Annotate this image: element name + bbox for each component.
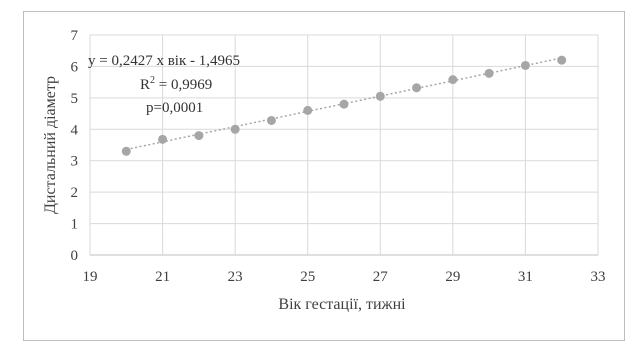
data-point xyxy=(158,134,168,144)
data-point xyxy=(121,146,131,156)
data-point xyxy=(557,55,567,65)
r-squared-label: R2 = 0,9969 xyxy=(140,75,212,93)
x-tick-label: 31 xyxy=(518,269,533,285)
x-tick-label: 19 xyxy=(83,269,98,285)
data-point xyxy=(194,131,204,141)
r-squared-value: = 0,9969 xyxy=(155,77,212,93)
y-tick-label: 5 xyxy=(71,91,79,107)
y-axis-title: Дистальний діаметр xyxy=(42,76,59,214)
y-tick-label: 1 xyxy=(71,217,79,233)
r-squared-base: R xyxy=(140,77,150,93)
data-point xyxy=(375,91,385,101)
data-point xyxy=(520,60,530,70)
y-tick-label: 3 xyxy=(71,154,79,170)
y-tick-label: 6 xyxy=(71,59,79,75)
x-tick-label: 21 xyxy=(155,269,170,285)
data-point xyxy=(448,75,458,85)
p-value-label: p=0,0001 xyxy=(146,100,203,116)
x-tick-label: 27 xyxy=(373,269,389,285)
y-tick-label: 2 xyxy=(71,185,79,201)
x-tick-label: 33 xyxy=(591,269,606,285)
x-axis-title: Вік гестації, тижні xyxy=(278,296,406,313)
r-squared-exponent: 2 xyxy=(150,75,155,86)
data-point xyxy=(303,105,313,115)
x-tick-label: 29 xyxy=(445,269,460,285)
data-point xyxy=(412,83,422,93)
data-point xyxy=(484,68,494,78)
x-tick-label: 25 xyxy=(300,269,315,285)
y-tick-label: 0 xyxy=(71,248,79,264)
data-point xyxy=(230,124,240,134)
data-points xyxy=(121,55,567,156)
y-tick-label: 7 xyxy=(71,28,79,44)
trendline-equation: y = 0,2427 x вік - 1,4965 xyxy=(88,53,240,69)
x-tick-label: 23 xyxy=(228,269,243,285)
gridlines xyxy=(89,34,599,256)
y-tick-label: 4 xyxy=(71,122,79,138)
data-point xyxy=(266,115,276,125)
data-point xyxy=(339,99,349,109)
